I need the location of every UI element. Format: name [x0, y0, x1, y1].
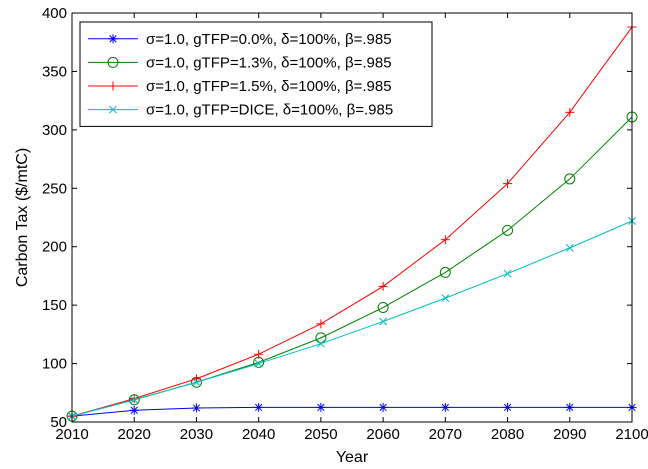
- y-tick-label: 50: [50, 414, 67, 431]
- series-line: [71, 406, 632, 417]
- x-tick-label: 2040: [242, 426, 275, 443]
- data-point: [440, 402, 450, 412]
- data-point: [129, 405, 139, 415]
- data-point: [565, 107, 575, 117]
- plot-frame: [71, 12, 633, 423]
- series-2: [66, 111, 638, 422]
- series-line: [71, 116, 633, 417]
- legend-marker: [108, 34, 118, 44]
- y-tick-label: 200: [42, 239, 67, 256]
- series-1: [67, 402, 637, 421]
- x-axis-label: Year: [336, 449, 369, 466]
- legend-item: σ=1.0, gTFP=1.3%, δ=100%, β=.985: [88, 54, 392, 71]
- legend-label: σ=1.0, gTFP=0.0%, δ=100%, β=.985: [146, 31, 392, 48]
- legend-marker: [108, 81, 118, 91]
- data-point: [565, 402, 575, 412]
- series-4: [68, 217, 636, 421]
- data-point: [440, 235, 450, 245]
- data-point: [377, 301, 389, 313]
- y-axis-label: Carbon Tax ($/mtC): [14, 148, 31, 287]
- series-line: [71, 26, 633, 417]
- y-tick-label: 350: [42, 63, 67, 80]
- data-point: [439, 266, 451, 278]
- axes: 2010 2020 2030 2040 2050 2060 2070 2080 2090 2100…: [42, 5, 648, 443]
- x-tick-label: 2010: [55, 426, 88, 443]
- legend-label: σ=1.0, gTFP=1.3%, δ=100%, β=.985: [146, 54, 392, 71]
- legend-marker: [107, 56, 119, 68]
- data-point: [441, 294, 450, 303]
- legend-marker: [109, 105, 117, 114]
- x-tick-label: 2050: [304, 426, 337, 443]
- data-point: [378, 402, 388, 412]
- plot-layer: [66, 22, 638, 422]
- data-point: [316, 319, 326, 329]
- legend-label: σ=1.0, gTFP=DICE, δ=100%, β=.985: [146, 102, 393, 119]
- x-tick-label: 2030: [180, 426, 213, 443]
- legend-item: σ=1.0, gTFP=1.5%, δ=100%, β=.985: [88, 78, 392, 95]
- data-point: [254, 359, 263, 368]
- y-tick-label: 400: [42, 5, 67, 22]
- y-tick-label: 150: [42, 297, 67, 314]
- data-point: [192, 378, 201, 387]
- legend-label: σ=1.0, gTFP=1.5%, δ=100%, β=.985: [146, 78, 392, 95]
- y-tick-label: 100: [42, 356, 67, 373]
- x-tick-label: 2100: [615, 426, 648, 443]
- y-tick-label: 250: [42, 180, 67, 197]
- legend-item: σ=1.0, gTFP=DICE, δ=100%, β=.985: [88, 102, 393, 119]
- data-point: [316, 339, 325, 348]
- x-tick-label: 2080: [491, 426, 524, 443]
- data-point: [503, 179, 513, 189]
- data-point: [503, 402, 513, 412]
- data-point: [130, 395, 139, 404]
- data-point: [564, 173, 576, 185]
- data-point: [254, 349, 264, 359]
- x-tick-label: 2070: [429, 426, 462, 443]
- x-tick-label: 2090: [553, 426, 586, 443]
- data-point: [191, 403, 201, 413]
- legend-item: σ=1.0, gTFP=0.0%, δ=100%, β=.985: [88, 31, 392, 48]
- data-point: [315, 332, 327, 344]
- data-point: [503, 269, 512, 278]
- y-tick-label: 300: [42, 122, 67, 139]
- data-point: [254, 402, 264, 412]
- data-point: [379, 317, 388, 326]
- data-point: [316, 402, 326, 412]
- data-point: [502, 224, 514, 236]
- x-tick-label: 2060: [366, 426, 399, 443]
- legend: σ=1.0, gTFP=0.0%, δ=100%, β=.985 σ=1.0, g…: [79, 21, 433, 127]
- legend-box: [79, 21, 433, 127]
- series-line: [71, 220, 633, 417]
- data-point: [378, 281, 388, 291]
- x-tick-label: 2020: [118, 426, 151, 443]
- data-point: [565, 243, 574, 252]
